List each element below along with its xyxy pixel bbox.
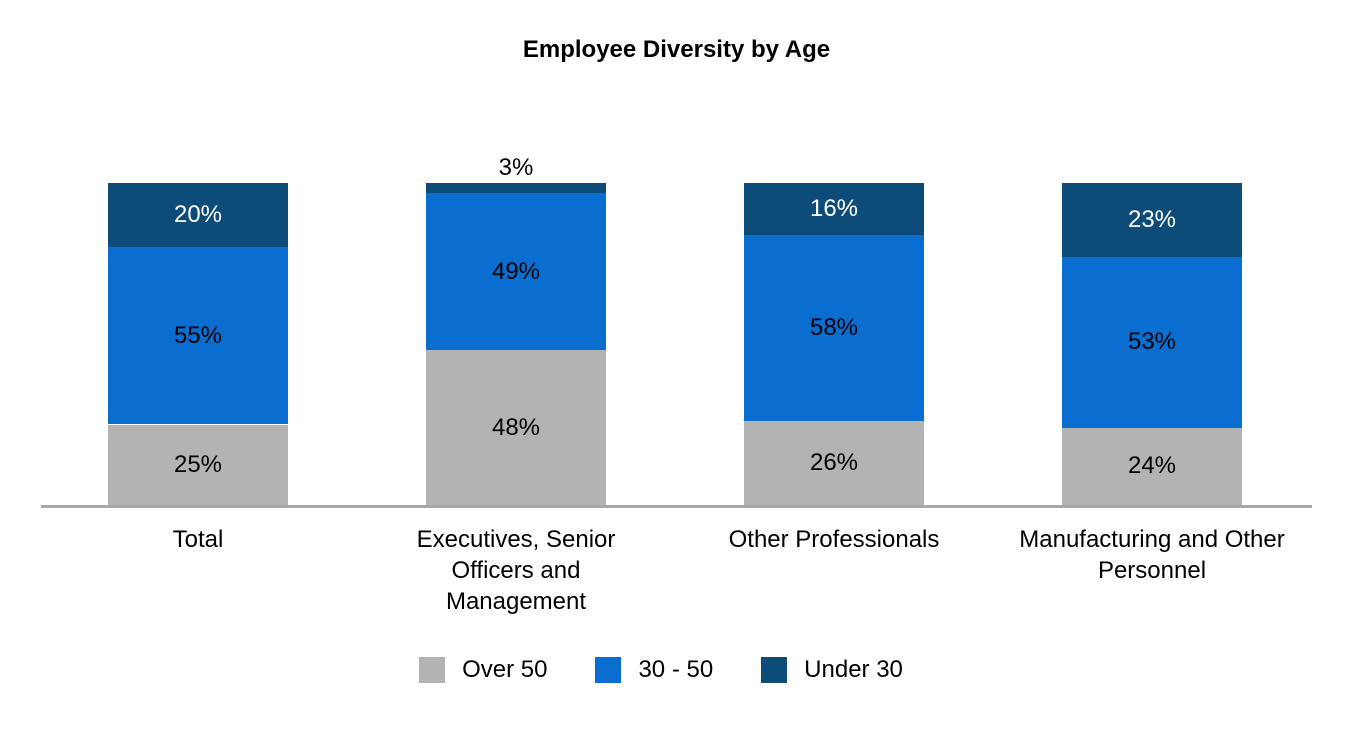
legend-item-30-50: 30 - 50 <box>595 656 713 684</box>
bar-value-label: 23% <box>1127 206 1177 234</box>
bar-segment-under-30: 20% <box>108 183 288 248</box>
category-label-line: Personnel <box>1097 557 1207 584</box>
legend-swatch-icon <box>761 657 788 683</box>
bar-value-label-outside: 3% <box>498 154 534 181</box>
legend-swatch-icon <box>419 657 446 683</box>
bar-value-label: 24% <box>1127 452 1177 480</box>
category-label-line: Manufacturing and Other <box>1019 526 1285 553</box>
bar-segment-over-50: 24% <box>1062 427 1242 505</box>
category-label-line: Other Professionals <box>728 526 940 553</box>
bar-segment-30-50: 53% <box>1062 257 1242 428</box>
bar-value-label: 20% <box>173 201 223 229</box>
x-axis-line <box>41 505 1312 508</box>
legend-label: Under 30 <box>804 656 903 683</box>
category-label-total: Total <box>33 524 363 555</box>
legend-item-over-50: Over 50 <box>419 656 547 684</box>
bar-segment-under-30: 23% <box>1062 183 1242 258</box>
bar-segment-over-50: 26% <box>744 421 924 505</box>
bar-value-label: 48% <box>491 413 541 441</box>
legend-label: Over 50 <box>462 656 548 683</box>
legend-swatch-icon <box>595 657 622 683</box>
bar-value-label: 26% <box>809 449 859 477</box>
bar-segment-30-50: 55% <box>108 247 288 425</box>
bar-value-label: 55% <box>173 321 223 349</box>
category-label-executives-senior-officers-and-management: Executives, Senior Officers and Management <box>351 524 681 617</box>
category-label-line: Officers and <box>451 557 581 584</box>
category-label-line: Total <box>172 526 224 553</box>
bar-value-label: 58% <box>809 313 859 341</box>
chart-title: Employee Diversity by Age <box>522 36 831 63</box>
bar-segment-over-50: 48% <box>426 350 606 505</box>
bar-segment-over-50: 25% <box>108 424 288 505</box>
legend-label: 30 - 50 <box>638 656 714 683</box>
bar-segment-under-30 <box>426 183 606 193</box>
category-label-line: Executives, Senior <box>416 526 616 553</box>
bar-value-label: 49% <box>491 257 541 285</box>
bar-segment-under-30: 16% <box>744 183 924 235</box>
bar-segment-30-50: 58% <box>744 234 924 422</box>
bar-value-label: 16% <box>809 194 859 222</box>
bar-value-label: 53% <box>1127 328 1177 356</box>
bar-value-label: 25% <box>173 450 223 478</box>
bar-segment-30-50: 49% <box>426 192 606 351</box>
category-label-line: Management <box>445 588 587 615</box>
category-label-manufacturing-and-other-personnel: Manufacturing and Other Personnel <box>987 524 1317 586</box>
legend: Over 50 30 - 50 Under 30 <box>0 656 1322 684</box>
category-label-other-professionals: Other Professionals <box>669 524 999 555</box>
legend-item-under-30: Under 30 <box>761 656 903 684</box>
